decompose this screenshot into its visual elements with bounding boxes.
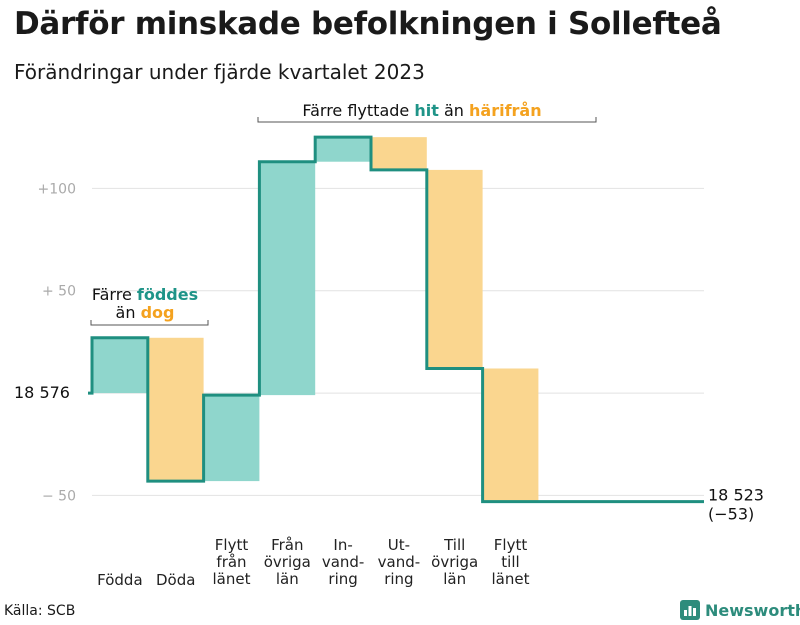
moves-note-pre: Färre flyttade xyxy=(302,101,409,120)
svg-text:än dog: än dog xyxy=(116,303,175,322)
category-label: Ut-vand-ring xyxy=(378,536,421,588)
end-value-label: 18 523 xyxy=(708,486,764,505)
category-label-line: In- xyxy=(333,536,352,554)
category-label-line: Från xyxy=(271,536,303,554)
bar-4 xyxy=(315,137,371,162)
bars xyxy=(92,137,539,502)
births-bracket xyxy=(90,320,209,326)
brand-logo: Newsworthy xyxy=(680,600,800,620)
svg-text:Färre föddes: Färre föddes xyxy=(92,285,198,304)
y-tick-labels: +100 + 50 − 50 xyxy=(38,181,76,504)
category-label-line: län xyxy=(276,570,299,588)
bar-6 xyxy=(426,169,483,369)
moves-annotation: Färre flyttade hit än härifrån xyxy=(257,101,597,123)
category-label-line: Döda xyxy=(156,571,195,589)
category-label-line: ring xyxy=(384,570,413,588)
moves-note-hl1: hit xyxy=(414,101,439,120)
y-tick-label: + 50 xyxy=(42,284,76,300)
births-note-hl2: dog xyxy=(141,303,175,322)
bar-7 xyxy=(482,368,539,502)
moves-note-hl2: härifrån xyxy=(469,101,542,120)
category-label-line: övriga xyxy=(264,553,311,571)
end-labels: 18 576 18 523(−53) xyxy=(14,383,764,524)
source-note: Källa: SCB xyxy=(4,603,76,619)
category-label: Födda xyxy=(97,571,143,589)
category-label-line: Flytt xyxy=(215,536,249,554)
category-label-line: övriga xyxy=(431,553,478,571)
category-label: Döda xyxy=(156,571,195,589)
births-note-hl1: föddes xyxy=(137,285,198,304)
category-label: Flytt till länet xyxy=(492,536,530,588)
category-label-line: Födda xyxy=(97,571,143,589)
category-label-line: till xyxy=(501,553,519,571)
bar-1 xyxy=(147,337,204,482)
chart-title: Därför minskade befolkningen i Sollefteå xyxy=(14,6,722,42)
category-label-line: län xyxy=(443,570,466,588)
start-value-label: 18 576 xyxy=(14,383,70,402)
bar-5 xyxy=(371,137,427,170)
running-total-line xyxy=(88,135,704,504)
category-label-line: Flytt xyxy=(494,536,528,554)
category-label-line: vand- xyxy=(378,553,421,571)
category-label: Från övriga län xyxy=(264,536,311,588)
moves-note-mid: än xyxy=(444,101,464,120)
running-total-line-path xyxy=(88,135,704,504)
category-label: In-vand-ring xyxy=(322,536,365,588)
chart-subtitle: Förändringar under fjärde kvartalet 2023 xyxy=(14,60,425,84)
brand-name: Newsworthy xyxy=(705,600,800,620)
y-tick-label: − 50 xyxy=(42,488,76,504)
bar-2 xyxy=(203,395,260,482)
category-label-line: ring xyxy=(328,570,357,588)
births-annotation: Färre föddes än dog xyxy=(90,285,209,326)
category-label: Till övriga län xyxy=(431,536,478,588)
category-label-line: vand- xyxy=(322,553,365,571)
births-note-mid: än xyxy=(116,303,136,322)
y-tick-label: +100 xyxy=(38,181,76,197)
svg-text:Färre flyttade hit: Färre flyttade hit än härifrån xyxy=(302,101,541,120)
category-label-line: länet xyxy=(213,570,251,588)
bar-3 xyxy=(259,161,316,396)
category-label-line: länet xyxy=(492,570,530,588)
moves-bracket xyxy=(257,117,597,123)
category-label-line: Till xyxy=(443,536,465,554)
births-note-pre: Färre xyxy=(92,285,132,304)
bar-0 xyxy=(92,337,148,394)
end-change-label: (−53) xyxy=(708,505,754,524)
category-label: Flytt från länet xyxy=(213,536,251,588)
bar-chart-logo-icon xyxy=(680,600,700,620)
category-label-line: Ut- xyxy=(388,536,410,554)
category-label-line: från xyxy=(216,553,246,571)
